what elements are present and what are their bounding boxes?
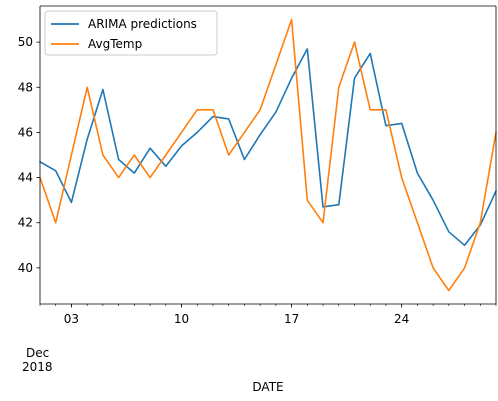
y-axis: 40 42 44 46 48 50 (18, 35, 40, 275)
x-tick-label: 17 (284, 312, 299, 326)
y-tick-label: 40 (18, 261, 33, 275)
y-tick-label: 46 (18, 125, 33, 139)
y-tick-label: 50 (18, 35, 33, 49)
y-tick-label: 44 (18, 171, 33, 185)
series-line-avgtemp (39, 18, 497, 292)
legend: ARIMA predictions AvgTemp (44, 10, 218, 56)
x-axis-label: DATE (252, 380, 283, 394)
x-tick-label: 24 (394, 312, 409, 326)
y-tick-label: 48 (18, 80, 33, 94)
legend-box (44, 10, 218, 56)
series-line-arima-predictions (39, 48, 497, 247)
y-tick-label: 42 (18, 216, 33, 230)
x-axis: 03 10 17 24 (39, 304, 497, 326)
plot-area (39, 5, 497, 305)
legend-label: AvgTemp (88, 37, 142, 51)
axes-spines (39, 5, 497, 305)
plot-frame (40, 6, 496, 304)
legend-items: ARIMA predictions AvgTemp (51, 17, 197, 51)
x-tick-label: 10 (174, 312, 189, 326)
x-tick-label: 03 (64, 312, 79, 326)
series-layer (39, 18, 497, 292)
legend-label: ARIMA predictions (88, 17, 197, 31)
x-axis-month-label: Dec (26, 346, 49, 360)
x-axis-year-label: 2018 (22, 360, 53, 374)
